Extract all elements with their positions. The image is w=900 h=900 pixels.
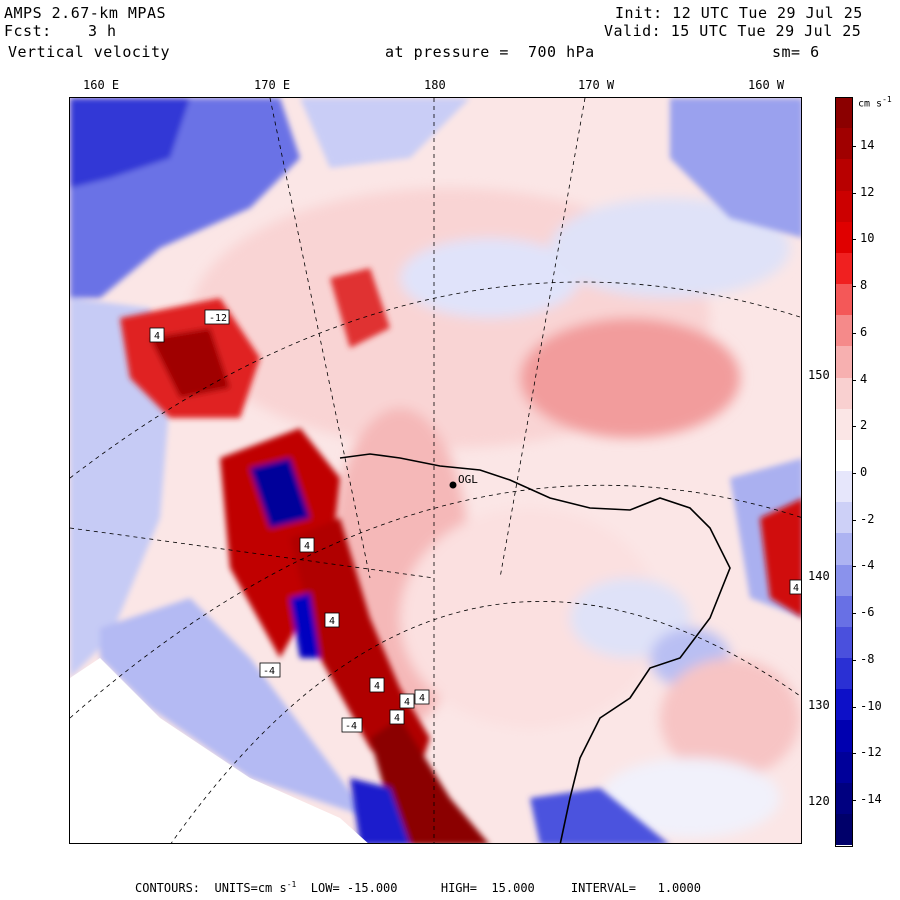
mountain-band — [120, 268, 801, 843]
contour-label: 4 — [154, 331, 160, 342]
valid-time: Valid: 15 UTC Tue 29 Jul 25 — [604, 22, 862, 40]
contour-label: -12 — [209, 313, 227, 324]
contour-label: 4 — [419, 693, 425, 704]
forecast-hour: 3 h — [88, 22, 117, 40]
colorbar-tick-mark — [852, 332, 856, 334]
colorbar-swatch — [836, 315, 852, 347]
colorbar-tick-label: -4 — [860, 558, 875, 573]
colorbar-tick-mark — [852, 519, 856, 521]
contour-label: 4 — [793, 583, 799, 594]
colorbar-swatch — [836, 658, 852, 690]
contour-label: 4 — [394, 713, 400, 724]
colorbar-swatch — [836, 502, 852, 534]
colorbar-swatch — [836, 533, 852, 565]
ocean-region — [70, 658, 368, 843]
contour-info: CONTOURS: UNITS=cm s-1 LOW= -15.000 HIGH… — [135, 880, 701, 895]
colorbar-tick-label: -10 — [860, 698, 882, 713]
colorbar-swatch — [836, 626, 852, 659]
colorbar-swatch — [836, 689, 852, 721]
map-panel: OGL -12 4 4 4 4 -4 4 4 4 -4 4 — [69, 97, 802, 844]
colorbar-swatch — [836, 720, 852, 752]
colorbar-tick-label: -14 — [860, 792, 882, 806]
colorbar-tick-label: -2 — [860, 511, 875, 526]
lon-label-170e: 170 E — [254, 78, 291, 92]
colorbar-swatch — [836, 284, 852, 316]
colorbar-tick-mark — [852, 146, 856, 147]
colorbar-tick-label: -6 — [860, 605, 875, 620]
colorbar-swatch — [836, 564, 852, 597]
station-label: OGL — [458, 473, 478, 486]
colorbar-tick-label: 2 — [860, 418, 868, 433]
contour-label: 4 — [374, 681, 380, 692]
lon-label-160w: 160 W — [748, 78, 785, 92]
contour-label: -4 — [263, 666, 275, 677]
colorbar-tick-mark — [852, 239, 856, 241]
model-title: AMPS 2.67-km MPAS — [4, 4, 167, 22]
contour-label: 4 — [329, 616, 335, 627]
colorbar-swatch — [836, 408, 852, 441]
colorbar-tick-mark — [852, 379, 856, 381]
colorbar-swatch — [836, 595, 852, 628]
graticule — [70, 98, 801, 843]
colorbar-swatch — [836, 252, 852, 285]
lon-label-160e: 160 E — [83, 78, 120, 92]
init-time: Init: 12 UTC Tue 29 Jul 25 — [615, 4, 863, 22]
smoothing: sm= 6 — [772, 43, 820, 61]
colorbar-tick-mark — [852, 566, 856, 568]
colorbar-tick-mark — [852, 659, 856, 661]
lon-label-170w: 170 W — [578, 78, 615, 92]
colorbar-tick-mark — [852, 192, 856, 194]
forecast-label: Fcst: — [4, 22, 52, 40]
colorbar-tick-mark — [852, 753, 856, 755]
colorbar-tick-label: 14 — [860, 138, 875, 152]
vertical-velocity-map: OGL -12 4 4 4 4 -4 4 4 4 -4 4 — [70, 98, 801, 843]
colorbar-tick-label: 12 — [860, 184, 875, 199]
colorbar-swatch — [836, 813, 852, 846]
lon-label-180: 180 — [424, 78, 446, 92]
colorbar-swatch — [836, 751, 852, 784]
colorbar-tick-label: 0 — [860, 465, 868, 479]
contour-label: 4 — [304, 541, 310, 552]
colorbar-tick-mark — [852, 613, 856, 615]
colorbar-tick-mark — [852, 286, 856, 288]
colorbar-swatch — [836, 97, 852, 129]
colorbar-tick-mark — [852, 473, 856, 474]
colorbar-tick-label: 8 — [860, 278, 868, 293]
colorbar-tick-label: 6 — [860, 324, 868, 339]
colorbar-swatch — [836, 346, 852, 378]
colorbar-swatch — [836, 782, 852, 815]
colorbar-swatch — [836, 221, 852, 254]
grounding-line — [339, 453, 731, 843]
colorbar-tick-mark — [852, 800, 856, 801]
broad-field — [190, 188, 800, 838]
colorbar-swatch — [836, 128, 852, 160]
colorbar-tick-label: -12 — [860, 745, 882, 760]
colorbar-tick-label: 10 — [860, 231, 875, 246]
field-name: Vertical velocity — [8, 43, 171, 61]
colorbar-tick-label: -8 — [860, 651, 875, 666]
colorbar-swatch — [836, 377, 852, 410]
colorbar-swatch — [836, 471, 852, 503]
pressure-level: at pressure = 700 hPa — [385, 43, 595, 61]
station-marker — [449, 481, 457, 489]
contour-label: 4 — [404, 697, 410, 708]
colorbar-swatch — [836, 159, 852, 191]
colorbar-units: cm s-1 — [858, 95, 892, 110]
contour-label: -4 — [345, 721, 357, 732]
colorbar-frame — [835, 97, 853, 847]
contour-labels: -12 4 4 4 4 -4 4 4 4 -4 4 — [149, 309, 801, 733]
colorbar-swatch — [836, 190, 852, 223]
colorbar-tick-mark — [852, 706, 856, 708]
colorbar-swatch — [836, 439, 852, 472]
colorbar-tick-mark — [852, 426, 856, 428]
colorbar-tick-label: 4 — [860, 371, 868, 386]
